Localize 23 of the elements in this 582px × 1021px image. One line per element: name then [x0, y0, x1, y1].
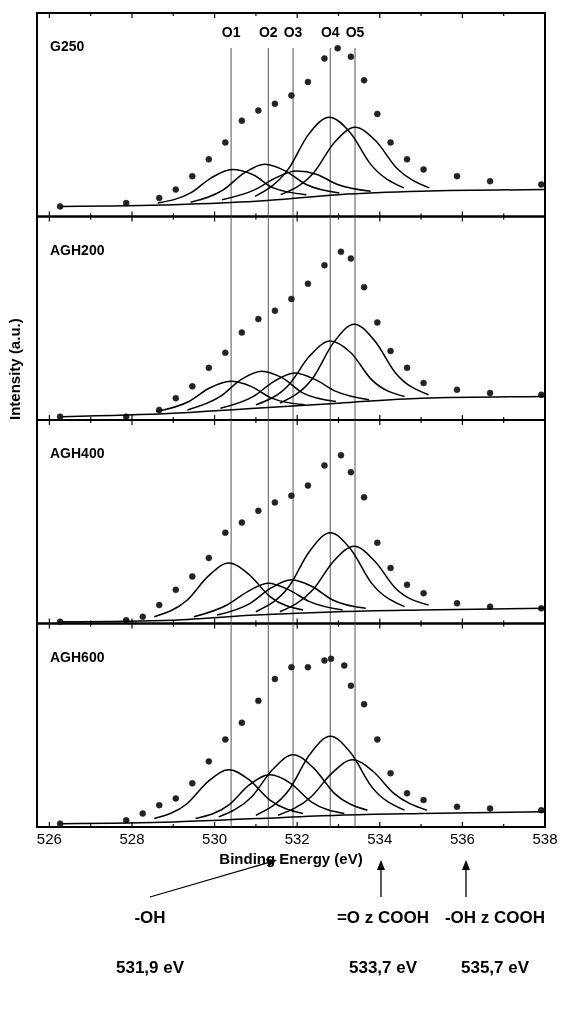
text: -OH z COOH — [444, 908, 546, 927]
ref-line-label: O1 — [221, 24, 241, 40]
text: =O z COOH — [336, 908, 430, 927]
ref-line-label: O5 — [345, 24, 365, 40]
ref-line-label: O2 — [258, 24, 278, 40]
chart-title: AGH200 — [50, 241, 105, 258]
x-tick-label: 538 — [532, 830, 558, 847]
chart-title: AGH400 — [50, 445, 105, 461]
text: -OH — [134, 908, 166, 927]
x-tick-label: 526 — [36, 830, 62, 847]
x-tick-label: 536 — [449, 830, 475, 847]
text: 535,7 eV — [460, 958, 530, 977]
ref-line-label: O4 — [320, 24, 340, 40]
ref-line-label: O3 — [283, 24, 303, 40]
x-tick-label: 532 — [284, 830, 310, 847]
x-tick-label: 530 — [202, 830, 228, 847]
x-tick-label: 528 — [119, 830, 145, 847]
text: 533,7 eV — [348, 958, 418, 977]
y-axis-title: Intensity (a.u.) — [6, 318, 23, 420]
chart-title: G250 — [50, 38, 85, 54]
text: 531,9 eV — [115, 958, 185, 977]
chart-title: AGH600 — [50, 648, 105, 665]
x-tick-label: 534 — [367, 830, 393, 847]
